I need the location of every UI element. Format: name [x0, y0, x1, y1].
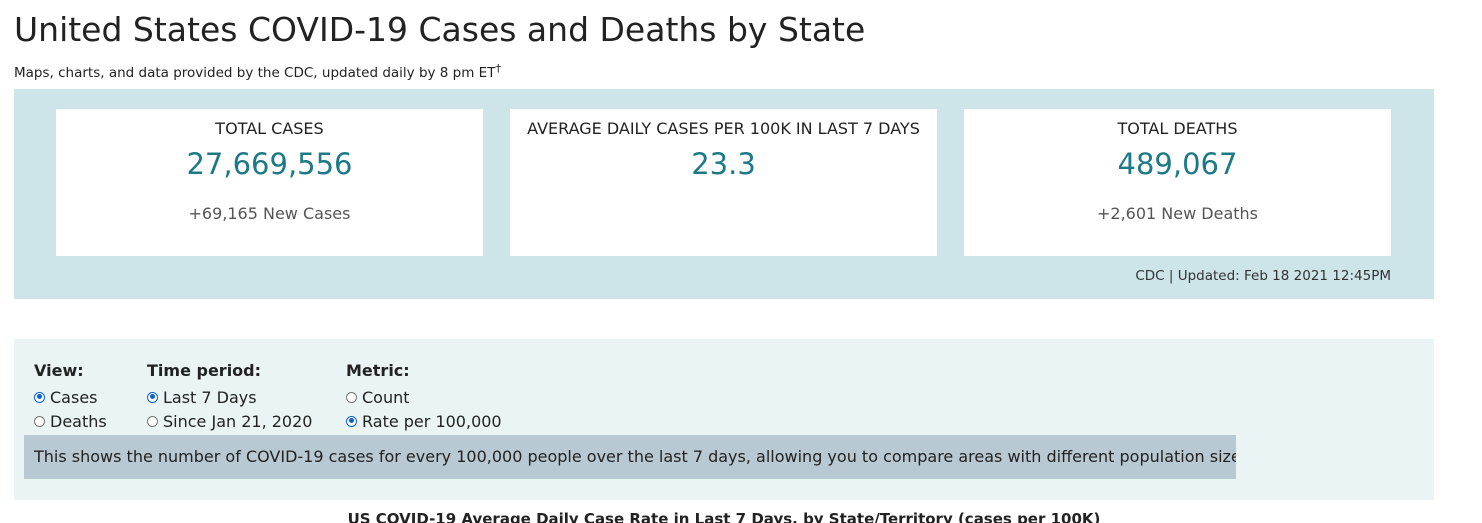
- summary-panel: TOTAL CASES 27,669,556 +69,165 New Cases…: [14, 89, 1434, 299]
- metric-option-count[interactable]: Count: [346, 385, 502, 409]
- radio-last-7-days-label[interactable]: Last 7 Days: [163, 387, 257, 407]
- controls-panel: View: Cases Deaths Time period: Last 7 D…: [14, 339, 1434, 500]
- total-deaths-label: TOTAL DEATHS: [1117, 119, 1238, 138]
- metric-control-group: Metric: Count Rate per 100,000: [346, 361, 502, 433]
- page-title: United States COVID-19 Cases and Deaths …: [14, 10, 865, 49]
- chart-title: US COVID-19 Average Daily Case Rate in L…: [347, 510, 1101, 523]
- radio-since-jan-21[interactable]: [147, 415, 158, 427]
- radio-last-7-days[interactable]: [147, 391, 158, 403]
- radio-since-jan-21-label[interactable]: Since Jan 21, 2020: [163, 411, 313, 431]
- total-deaths-card: TOTAL DEATHS 489,067 +2,601 New Deaths: [964, 109, 1391, 256]
- new-deaths-delta: +2,601 New Deaths: [1097, 204, 1258, 223]
- metric-heading: Metric:: [346, 361, 410, 380]
- metric-option-rate[interactable]: Rate per 100,000: [346, 409, 502, 433]
- radio-cases[interactable]: [34, 391, 45, 403]
- radio-rate-per-100k-label[interactable]: Rate per 100,000: [362, 411, 502, 431]
- view-option-cases[interactable]: Cases: [34, 385, 107, 409]
- avg-daily-cases-value: 23.3: [691, 147, 756, 181]
- time-period-heading: Time period:: [147, 361, 262, 380]
- total-cases-label: TOTAL CASES: [215, 119, 324, 138]
- radio-count[interactable]: [346, 391, 357, 403]
- view-option-deaths[interactable]: Deaths: [34, 409, 107, 433]
- avg-daily-cases-label: AVERAGE DAILY CASES PER 100K IN LAST 7 D…: [527, 119, 920, 138]
- metric-explanation: This shows the number of COVID-19 cases …: [24, 435, 1236, 479]
- view-heading: View:: [34, 361, 84, 380]
- total-deaths-value: 489,067: [1117, 147, 1238, 181]
- radio-cases-label[interactable]: Cases: [50, 387, 98, 407]
- total-cases-card: TOTAL CASES 27,669,556 +69,165 New Cases: [56, 109, 483, 256]
- time-period-control-group: Time period: Last 7 Days Since Jan 21, 2…: [147, 361, 312, 433]
- radio-rate-per-100k[interactable]: [346, 415, 357, 427]
- radio-deaths-label[interactable]: Deaths: [50, 411, 107, 431]
- view-control-group: View: Cases Deaths: [34, 361, 107, 433]
- page-subtitle: Maps, charts, and data provided by the C…: [14, 62, 501, 81]
- radio-count-label[interactable]: Count: [362, 387, 410, 407]
- time-option-since-jan-21[interactable]: Since Jan 21, 2020: [147, 409, 312, 433]
- time-option-last-7-days[interactable]: Last 7 Days: [147, 385, 312, 409]
- dagger-footnote-link[interactable]: †: [495, 62, 501, 75]
- new-cases-delta: +69,165 New Cases: [188, 204, 351, 223]
- radio-deaths[interactable]: [34, 415, 45, 427]
- subtitle-text: Maps, charts, and data provided by the C…: [14, 65, 496, 81]
- page-title-text: United States COVID-19 Cases and Deaths …: [14, 10, 866, 49]
- updated-timestamp: CDC | Updated: Feb 18 2021 12:45PM: [1135, 268, 1391, 284]
- avg-daily-cases-card: AVERAGE DAILY CASES PER 100K IN LAST 7 D…: [510, 109, 937, 256]
- total-cases-value: 27,669,556: [186, 147, 353, 181]
